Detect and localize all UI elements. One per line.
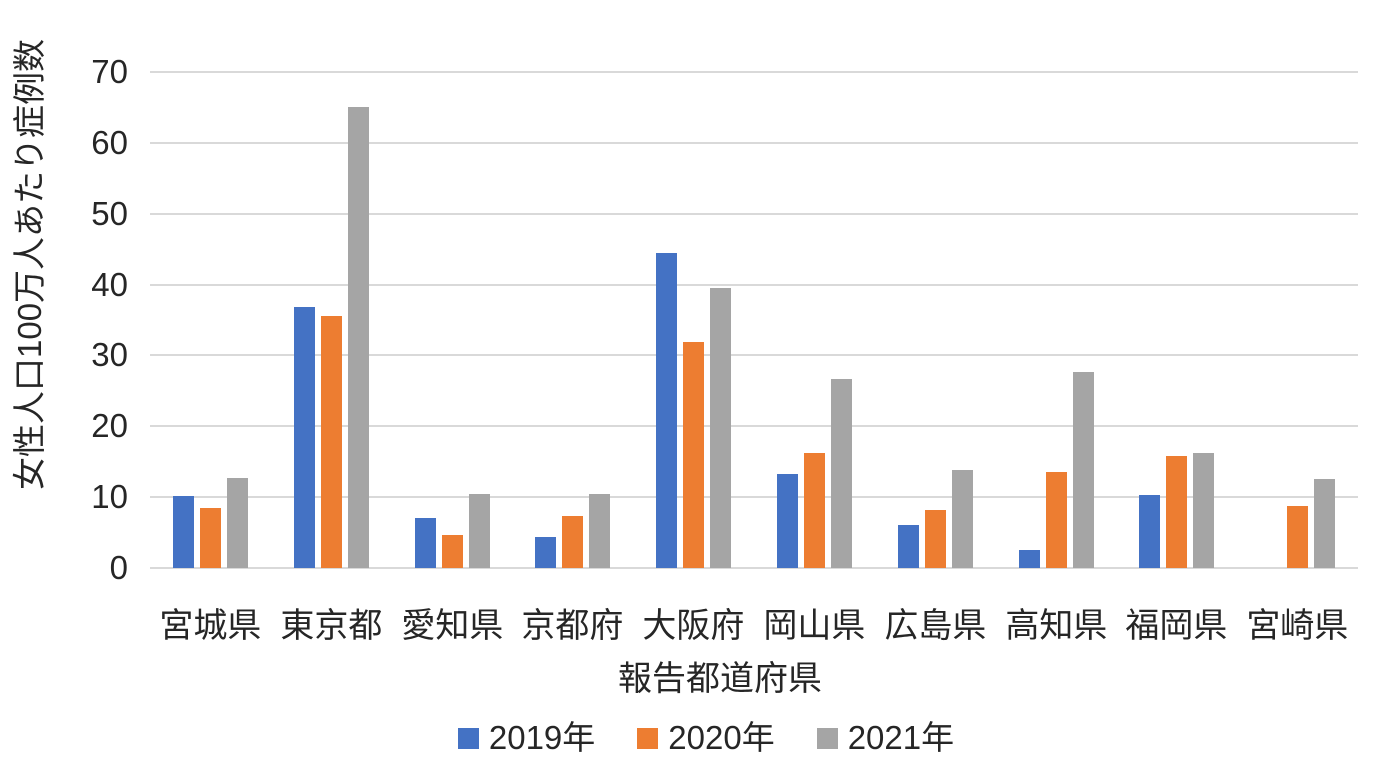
bar-2021年-宮城県 [227, 478, 248, 568]
x-axis-line [150, 567, 1358, 569]
bar-2020年-岡山県 [804, 453, 825, 568]
bar-2021年-愛知県 [469, 494, 490, 568]
legend-item-2019年: 2019年 [457, 716, 596, 760]
y-tick-label: 30 [91, 336, 128, 373]
legend-swatch-icon [457, 727, 479, 749]
bar-2021年-高知県 [1073, 372, 1094, 568]
legend-item-2020年: 2020年 [637, 716, 775, 760]
y-tick-label: 50 [91, 195, 128, 232]
x-tick-label-広島県: 広島県 [884, 607, 987, 645]
legend-swatch-icon [637, 727, 659, 749]
x-tick-label-宮城県: 宮城県 [159, 607, 262, 645]
legend-item-2021年: 2021年 [816, 716, 955, 760]
bar-2020年-広島県 [925, 510, 946, 568]
x-tick-label-岡山県: 岡山県 [763, 607, 866, 645]
bar-2019年-大阪府 [656, 253, 677, 568]
bar-2021年-大阪府 [710, 288, 731, 568]
bar-2020年-東京都 [321, 316, 342, 568]
x-tick-label-京都府: 京都府 [521, 607, 624, 645]
x-tick-label-東京都: 東京都 [280, 607, 383, 645]
y-tick-label: 10 [91, 478, 128, 515]
legend-label: 2019年 [488, 719, 596, 756]
x-tick-label-愛知県: 愛知県 [401, 607, 504, 645]
gridline [150, 354, 1358, 357]
bar-2019年-福岡県 [1139, 495, 1160, 568]
bar-2019年-広島県 [898, 525, 919, 568]
gridline [150, 141, 1358, 144]
x-tick-label-宮崎県: 宮崎県 [1246, 607, 1349, 645]
x-tick-label-高知県: 高知県 [1005, 607, 1108, 645]
legend-label: 2020年 [668, 719, 775, 756]
bar-2021年-広島県 [952, 470, 973, 568]
bar-2019年-宮城県 [173, 496, 194, 568]
gridline [150, 496, 1358, 499]
bar-2021年-東京都 [348, 107, 369, 568]
y-tick-label: 40 [91, 266, 128, 303]
bar-2019年-東京都 [294, 307, 315, 568]
x-axis-title: 報告都道府県 [618, 660, 822, 698]
bar-2021年-福岡県 [1193, 453, 1214, 568]
y-tick-label: 20 [91, 407, 128, 444]
gridline [150, 212, 1358, 215]
bar-2020年-高知県 [1046, 472, 1067, 568]
bar-2021年-宮崎県 [1314, 479, 1335, 568]
bar-2020年-福岡県 [1166, 456, 1187, 568]
gridline [150, 71, 1358, 73]
y-tick-label: 70 [91, 53, 128, 90]
bar-2019年-愛知県 [415, 518, 436, 568]
bar-2021年-京都府 [589, 494, 610, 568]
bar-2019年-京都府 [535, 537, 556, 568]
gridline [150, 283, 1358, 286]
bar-2019年-高知県 [1019, 550, 1040, 568]
gridline [150, 425, 1358, 428]
bar-2020年-宮崎県 [1287, 506, 1308, 568]
bar-2020年-大阪府 [683, 342, 704, 568]
bar-2020年-京都府 [562, 516, 583, 568]
legend-label: 2021年 [847, 719, 955, 756]
bar-2019年-岡山県 [777, 474, 798, 568]
y-tick-label: 60 [91, 124, 128, 161]
legend-swatch-icon [816, 727, 838, 749]
x-tick-label-福岡県: 福岡県 [1125, 607, 1228, 645]
bar-2020年-愛知県 [442, 535, 463, 568]
x-tick-label-大阪府: 大阪府 [642, 607, 745, 645]
bar-2021年-岡山県 [831, 379, 852, 568]
bar-2020年-宮城県 [200, 508, 221, 568]
chart-legend: 2019年 2020年 2021年 [0, 716, 1400, 760]
y-tick-label: 0 [109, 549, 128, 586]
plot-area [150, 71, 1358, 569]
